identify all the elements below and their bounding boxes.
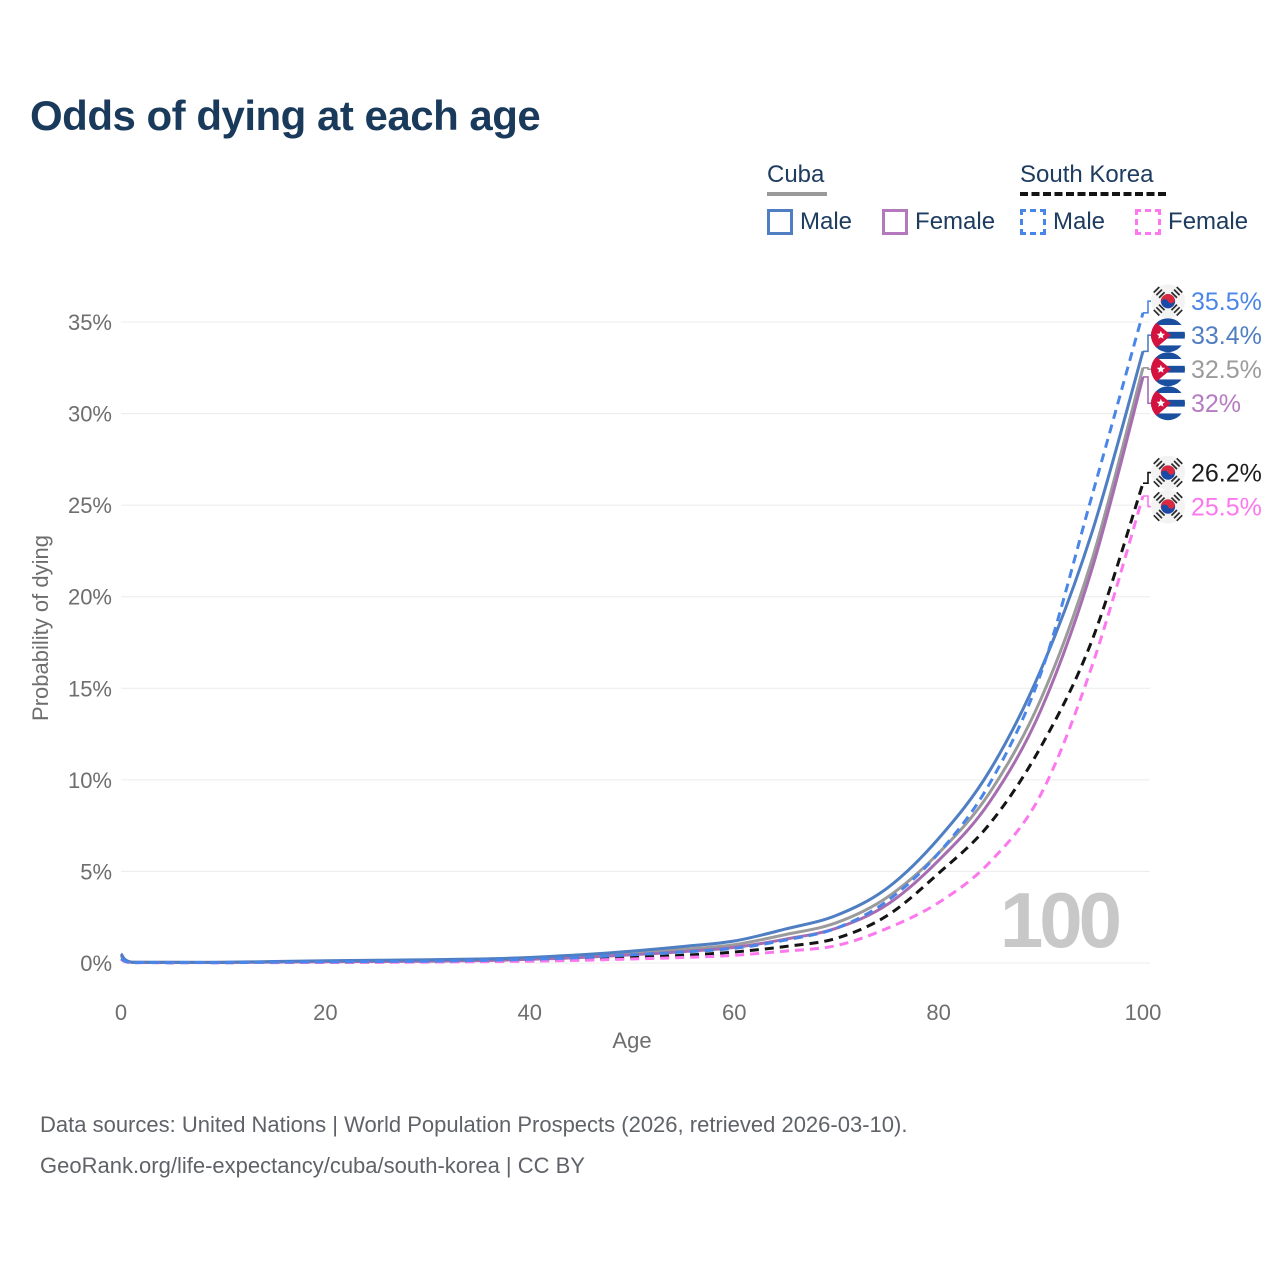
y-tick-label: 25%	[68, 493, 112, 518]
y-tick-label: 10%	[68, 768, 112, 793]
south-korea-linestyle-swatch	[1020, 192, 1166, 196]
label-leader-line	[1143, 471, 1151, 484]
label-leader-line	[1143, 334, 1151, 353]
legend-item-label: Female	[915, 208, 996, 235]
label-leader-line	[1143, 495, 1151, 508]
series-line-cuba-male[interactable]	[119, 350, 1145, 964]
end-label-layer: 35.5% 33.4% 32.5% 32% 26.2% 25.5%	[1143, 284, 1262, 524]
label-leader-line	[1143, 300, 1151, 314]
footer: Data sources: United Nations | World Pop…	[40, 1104, 907, 1186]
mortality-chart: 100 35.5% 33.4% 32.5% 32% 26.2% 25.5% 0% 5% 10%…	[28, 284, 1262, 1053]
series-line-cuba-female[interactable]	[119, 376, 1145, 964]
end-label-south-korea-male: 35.5%	[1191, 288, 1262, 316]
south-korea-flag-icon	[1151, 489, 1185, 524]
x-tick-label: 100	[1125, 1000, 1162, 1025]
legend-country-label-cuba: Cuba	[767, 161, 825, 188]
cuba-linestyle-swatch	[767, 192, 827, 196]
page-title: Odds of dying at each age	[30, 92, 541, 139]
end-label-south-korea-both-sexes: 26.2%	[1191, 460, 1262, 488]
footer-attribution: GeoRank.org/life-expectancy/cuba/south-k…	[40, 1153, 585, 1178]
end-label-cuba-both-sexes: 32.5%	[1191, 356, 1262, 384]
end-label-cuba-female: 32%	[1191, 390, 1241, 418]
y-tick-label: 30%	[68, 402, 112, 427]
south-korea-flag-icon	[1151, 284, 1185, 319]
x-tick-label: 80	[926, 1000, 950, 1025]
x-tick-label: 20	[313, 1000, 337, 1025]
hover-age-watermark: 100	[1000, 876, 1120, 964]
x-tick-label: 0	[115, 1000, 127, 1025]
south-korea-female-swatch-icon	[1135, 209, 1162, 235]
legend-item-cuba-female[interactable]: Female	[882, 208, 995, 236]
legend-country-label-south-korea: South Korea	[1020, 161, 1154, 188]
end-label-south-korea-female: 25.5%	[1191, 494, 1262, 522]
x-tick-label: 40	[518, 1000, 542, 1025]
y-axis-title: Probability of dying	[28, 535, 53, 721]
y-tick-label: 20%	[68, 585, 112, 610]
grid-layer	[121, 321, 1150, 964]
tick-layer: 0% 5% 10% 15% 20% 25% 30% 35% 0 20 40 60 80 100	[68, 310, 1161, 1025]
legend-item-label: Male	[1053, 208, 1106, 235]
end-label-cuba-male: 33.4%	[1191, 322, 1262, 350]
cuba-male-swatch-icon	[767, 209, 793, 235]
cuba-flag-icon	[1151, 318, 1185, 353]
y-tick-label: 15%	[68, 676, 112, 701]
cuba-female-swatch-icon	[882, 209, 909, 235]
y-tick-label: 5%	[80, 859, 112, 884]
label-leader-line	[1143, 367, 1151, 370]
legend-group-south-korea: South Korea Male Female	[1020, 160, 1278, 236]
south-korea-flag-icon	[1151, 455, 1185, 490]
legend: Cuba Male Female South Korea Male	[0, 160, 1280, 250]
legend-item-label: Male	[800, 208, 853, 235]
series-layer	[119, 312, 1145, 965]
legend-item-label: Female	[1168, 208, 1249, 235]
south-korea-male-swatch-icon	[1020, 209, 1046, 235]
y-tick-label: 35%	[68, 310, 112, 335]
cuba-flag-icon	[1151, 386, 1185, 421]
x-tick-label: 60	[722, 1000, 746, 1025]
label-leader-line	[1143, 376, 1151, 404]
legend-group-cuba: Cuba Male Female	[767, 160, 1025, 236]
y-tick-label: 0%	[80, 951, 112, 976]
footer-data-sources: Data sources: United Nations | World Pop…	[40, 1112, 908, 1137]
series-line-south-korea-female[interactable]	[120, 495, 1145, 965]
series-line-south-korea-male[interactable]	[120, 312, 1145, 965]
series-line-south-korea-both-sexes[interactable]	[120, 482, 1145, 965]
legend-item-south-korea-male[interactable]: Male	[1020, 208, 1105, 236]
x-axis-title: Age	[612, 1028, 651, 1053]
series-line-cuba-both-sexes[interactable]	[119, 367, 1145, 964]
legend-item-south-korea-female[interactable]: Female	[1135, 208, 1248, 236]
legend-item-cuba-male[interactable]: Male	[767, 208, 852, 236]
cuba-flag-icon	[1151, 352, 1185, 387]
